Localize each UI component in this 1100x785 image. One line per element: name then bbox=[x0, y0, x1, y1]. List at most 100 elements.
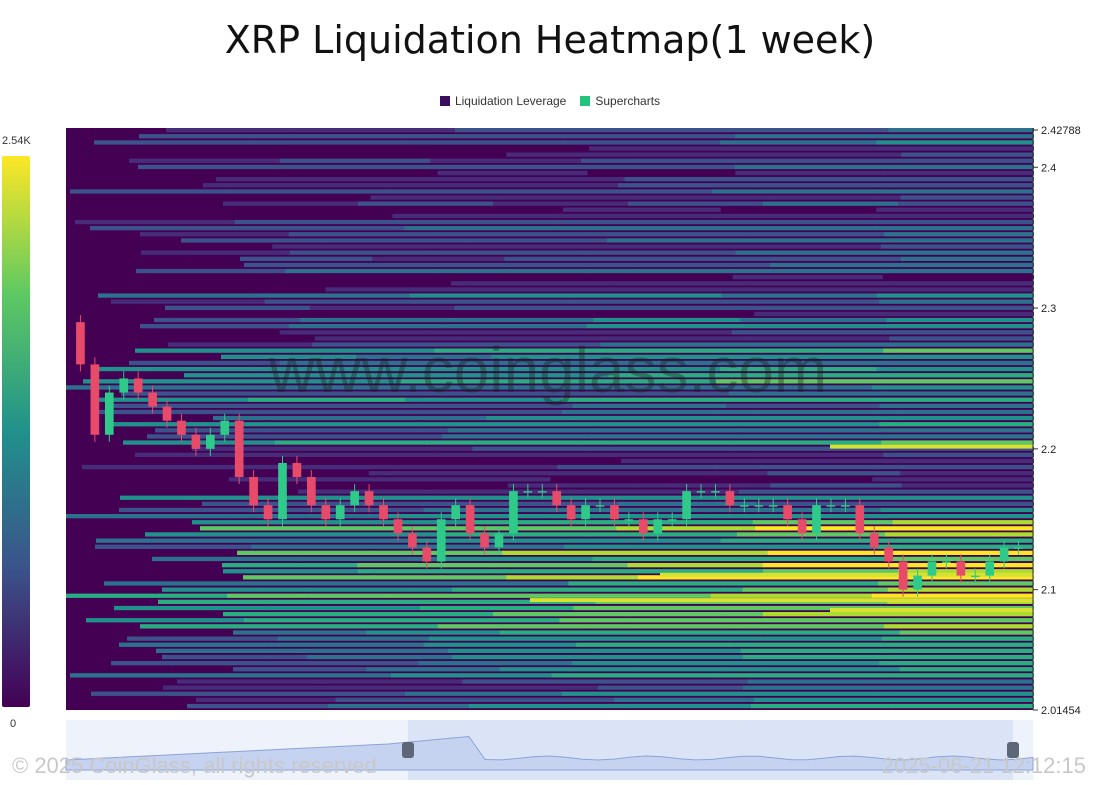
candle-body bbox=[624, 519, 634, 521]
heatmap-cell bbox=[453, 685, 599, 690]
heatmap-cell bbox=[572, 661, 727, 666]
candle-body bbox=[422, 547, 432, 562]
heatmap-cell bbox=[608, 287, 751, 292]
heatmap-cell bbox=[96, 538, 254, 543]
navigator[interactable] bbox=[65, 720, 1034, 780]
heatmap-cell bbox=[720, 366, 878, 372]
chart-title: XRP Liquidation Heatmap(1 week) bbox=[224, 18, 876, 62]
heatmap-cell bbox=[615, 311, 756, 317]
navigator-handle-left[interactable] bbox=[402, 742, 414, 758]
heatmap-cell bbox=[882, 636, 1034, 641]
heatmap-cell bbox=[891, 238, 1034, 243]
legend-item-liquidation-leverage[interactable]: Liquidation Leverage bbox=[439, 94, 566, 108]
navigator-handle-right[interactable] bbox=[1007, 742, 1019, 758]
heatmap-cell bbox=[549, 593, 712, 598]
heatmap-cell bbox=[472, 520, 614, 525]
heatmap-cell bbox=[409, 293, 567, 298]
heatmap-cell bbox=[227, 385, 390, 390]
heatmap-cells bbox=[66, 128, 1034, 710]
heatmap-cell bbox=[456, 342, 602, 347]
heatmap-cell bbox=[418, 422, 573, 427]
legend-item-supercharts[interactable]: Supercharts bbox=[580, 94, 660, 108]
y-tick-label: 2.42788 bbox=[1041, 125, 1081, 137]
heatmap-cell bbox=[241, 379, 401, 384]
heatmap-cell bbox=[213, 415, 351, 421]
heatmap-cell bbox=[136, 268, 287, 274]
heatmap-cell bbox=[732, 275, 884, 280]
heatmap-cell bbox=[265, 403, 420, 408]
heatmap-cell bbox=[200, 526, 340, 531]
heatmap-cell bbox=[234, 219, 396, 225]
y-axis: 2.42788 2.4 2.3 2.2 2.1 2.01454 bbox=[1032, 125, 1081, 717]
heatmap-cell bbox=[369, 550, 504, 555]
heatmap-cell bbox=[391, 189, 553, 194]
heatmap-cell bbox=[880, 495, 1034, 500]
heatmap-cell bbox=[404, 226, 563, 231]
y-tick-label: 2.1 bbox=[1041, 585, 1056, 597]
heatmap-cell bbox=[551, 189, 713, 194]
heatmap-cell bbox=[624, 177, 762, 182]
color-scale-min-label: 0 bbox=[10, 718, 16, 730]
heatmap-cell bbox=[491, 354, 628, 359]
heatmap-cell bbox=[769, 152, 903, 157]
candle-body bbox=[148, 392, 157, 407]
heatmap-cell bbox=[288, 134, 438, 139]
heatmap-cell bbox=[307, 654, 454, 660]
heatmap-cell bbox=[394, 219, 555, 225]
heatmap-cell bbox=[389, 477, 552, 482]
heatmap-cell bbox=[227, 593, 390, 598]
heatmap-cell bbox=[252, 538, 410, 543]
heatmap-cell bbox=[618, 183, 758, 188]
heatmap-cell bbox=[563, 366, 721, 372]
heatmap-cell bbox=[426, 440, 579, 445]
heatmap-cell bbox=[479, 501, 619, 506]
heatmap-cell bbox=[884, 170, 1034, 176]
candle-body bbox=[104, 392, 114, 435]
heatmap-cell bbox=[743, 305, 890, 310]
heatmap-cell bbox=[735, 624, 886, 629]
heatmap-cell bbox=[873, 219, 1034, 225]
heatmap-cell bbox=[111, 422, 266, 427]
heatmap-cell bbox=[264, 299, 420, 304]
heatmap-cell bbox=[593, 317, 741, 323]
candle-body bbox=[465, 505, 475, 534]
heatmap-cell bbox=[734, 268, 885, 274]
heatmap-cell bbox=[502, 550, 636, 555]
heatmap-cell bbox=[121, 391, 274, 396]
heatmap-cell bbox=[94, 366, 252, 372]
candle-body bbox=[191, 434, 201, 449]
heatmap-hot-band bbox=[660, 572, 1033, 577]
heatmap-cell bbox=[114, 605, 269, 611]
heatmap-cell bbox=[271, 642, 425, 647]
heatmap-cell bbox=[550, 477, 713, 482]
heatmap-cell bbox=[633, 667, 768, 672]
heatmap-cell bbox=[501, 471, 636, 476]
heatmap-cell bbox=[876, 207, 1034, 212]
heatmap-cell bbox=[162, 587, 309, 592]
candle-body bbox=[249, 477, 258, 506]
heatmap-cell bbox=[236, 471, 370, 476]
heatmap-cell bbox=[181, 238, 324, 243]
heatmap-cell bbox=[312, 342, 458, 347]
heatmap-hot-band bbox=[530, 598, 1033, 603]
heatmap-cell bbox=[594, 428, 742, 433]
heatmap-cell bbox=[375, 262, 508, 268]
heatmap-cell bbox=[413, 581, 570, 586]
heatmap-cell bbox=[493, 612, 629, 617]
heatmap-cell bbox=[564, 538, 722, 543]
heatmap-cell bbox=[309, 305, 456, 310]
heatmap-cell bbox=[328, 703, 470, 709]
timestamp-text: 2025-06-21 12:12:15 bbox=[881, 753, 1086, 778]
candle-body bbox=[956, 561, 966, 576]
heatmap-cell bbox=[766, 667, 901, 672]
heatmap-cell bbox=[627, 563, 764, 568]
heatmap-cell bbox=[141, 250, 291, 255]
candle-body bbox=[494, 533, 504, 548]
heatmap-cell bbox=[152, 556, 300, 562]
heatmap-cell bbox=[725, 422, 881, 427]
heatmap-cell bbox=[425, 391, 578, 396]
heatmap-cell bbox=[628, 569, 764, 574]
candle-body bbox=[321, 505, 331, 520]
heatmap-cell bbox=[719, 397, 877, 402]
heatmap-cell bbox=[314, 336, 460, 341]
